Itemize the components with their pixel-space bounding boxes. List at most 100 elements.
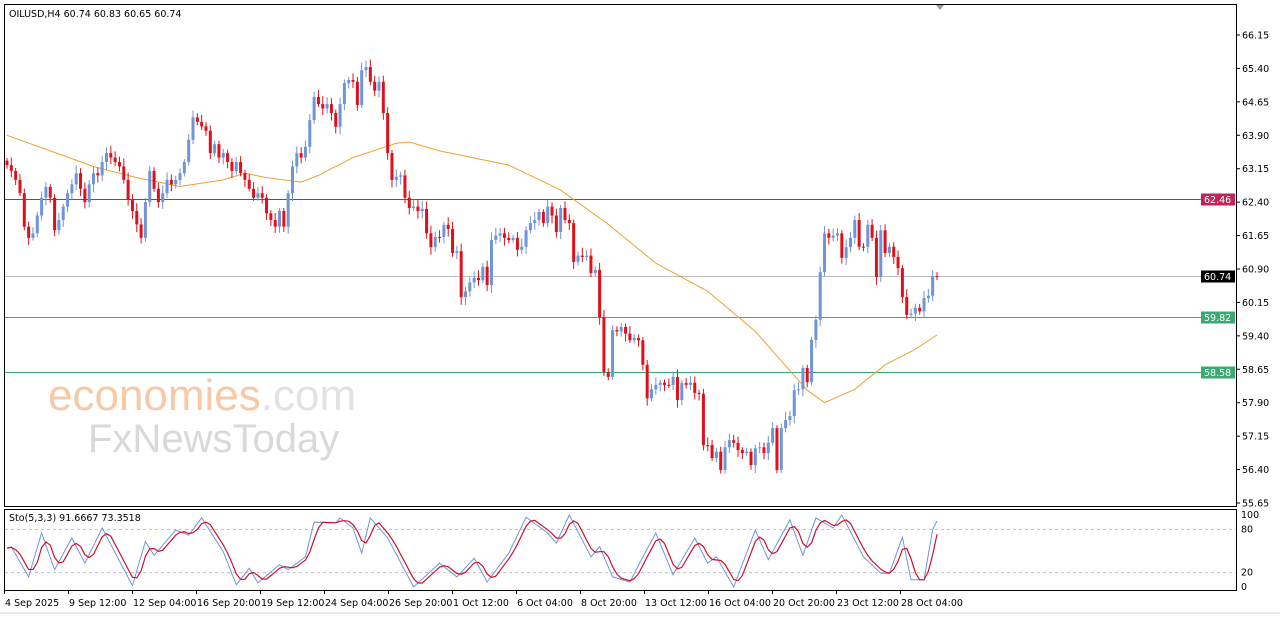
bullish-candle	[377, 76, 381, 98]
candle-body	[53, 197, 57, 231]
candle-body	[139, 224, 143, 238]
time-axis-label: 12 Sep 04:00	[133, 598, 196, 609]
bullish-candle	[174, 175, 178, 189]
support-price-tag-label: 59.82	[1204, 313, 1231, 324]
bullish-candle	[671, 371, 675, 390]
candle-body	[390, 153, 394, 180]
support-price-tag	[1201, 311, 1235, 324]
bullish-candle	[312, 91, 316, 124]
candle-body	[446, 224, 450, 229]
candle-body	[797, 389, 801, 391]
bearish-candle	[624, 323, 628, 342]
bearish-candle	[9, 157, 13, 178]
candle-body	[399, 175, 403, 177]
bearish-candle	[935, 272, 939, 281]
candle-body	[775, 428, 779, 471]
bullish-candle	[35, 211, 39, 238]
bullish-candle	[576, 251, 580, 266]
candle-body	[714, 451, 718, 458]
bearish-candle	[169, 174, 173, 192]
bearish-candle	[299, 147, 303, 164]
candle-body	[697, 392, 701, 394]
candle-body	[226, 153, 230, 163]
bearish-candle	[684, 377, 688, 389]
bullish-candle	[394, 169, 398, 188]
candle-body	[727, 440, 731, 448]
candle-body	[662, 382, 666, 385]
candle-body	[710, 445, 714, 458]
bearish-candle	[861, 243, 865, 252]
candle-body	[762, 447, 766, 454]
candle-body	[515, 237, 519, 250]
bullish-candle	[412, 199, 416, 211]
candle-body	[723, 447, 727, 471]
bearish-candle	[243, 169, 247, 187]
bullish-candle	[481, 262, 485, 284]
candle-body	[511, 237, 515, 241]
price-axis-label: 60.15	[1242, 298, 1269, 309]
candle-body	[290, 166, 294, 194]
candle-body	[230, 162, 234, 171]
candle-body	[922, 297, 926, 312]
candle-body	[394, 176, 398, 180]
candle-body	[792, 390, 796, 417]
bearish-candle	[446, 217, 450, 237]
candle-body	[269, 213, 273, 220]
bullish-candle	[187, 134, 191, 166]
bullish-candle	[360, 62, 364, 109]
candle-body	[200, 121, 204, 127]
price-axis-label: 64.65	[1242, 97, 1269, 108]
candle-body	[273, 219, 277, 227]
bearish-candle	[719, 446, 723, 474]
candle-body	[598, 269, 602, 318]
bullish-candle	[528, 216, 532, 234]
candle-body	[57, 219, 61, 231]
bullish-candle	[234, 156, 238, 175]
bullish-candle	[399, 171, 403, 185]
candle-body	[753, 448, 757, 466]
candle-body	[688, 382, 692, 385]
candle-body	[14, 170, 18, 180]
candle-body	[295, 153, 299, 167]
candle-body	[866, 224, 870, 247]
candle-body	[117, 162, 121, 167]
bearish-candle	[407, 191, 411, 215]
bearish-candle	[273, 212, 277, 233]
candle-body	[645, 364, 649, 399]
bearish-candle	[113, 151, 117, 167]
candle-body	[260, 193, 264, 198]
bearish-candle	[606, 368, 610, 381]
stochastic-axis-label: 100	[1241, 510, 1259, 521]
candle-body	[468, 282, 472, 292]
candle-body	[498, 233, 502, 236]
candle-body	[182, 162, 186, 174]
candle-body	[143, 202, 147, 238]
bearish-candle	[321, 96, 325, 116]
bearish-candle	[693, 376, 697, 400]
bullish-candle	[680, 380, 684, 406]
bearish-candle	[368, 59, 372, 86]
candle-body	[818, 272, 822, 320]
candle-body	[208, 130, 212, 154]
candle-body	[823, 233, 827, 273]
price-axis-label: 55.65	[1242, 499, 1269, 510]
candle-body	[442, 224, 446, 237]
candle-body	[96, 173, 100, 176]
candle-body	[113, 157, 117, 163]
chart-shift-marker-icon[interactable]	[936, 5, 944, 10]
bullish-candle	[650, 384, 654, 402]
candle-body	[494, 235, 498, 241]
bearish-candle	[645, 360, 649, 406]
candle-body	[684, 383, 688, 385]
bullish-candle	[511, 234, 515, 243]
candle-body	[805, 367, 809, 383]
bearish-candle	[701, 388, 705, 451]
bearish-candle	[260, 186, 264, 204]
bullish-candle	[148, 166, 152, 207]
candle-body	[848, 237, 852, 248]
bearish-candle	[381, 75, 385, 120]
bullish-candle	[836, 228, 840, 241]
bearish-candle	[598, 262, 602, 325]
candle-body	[282, 211, 286, 227]
